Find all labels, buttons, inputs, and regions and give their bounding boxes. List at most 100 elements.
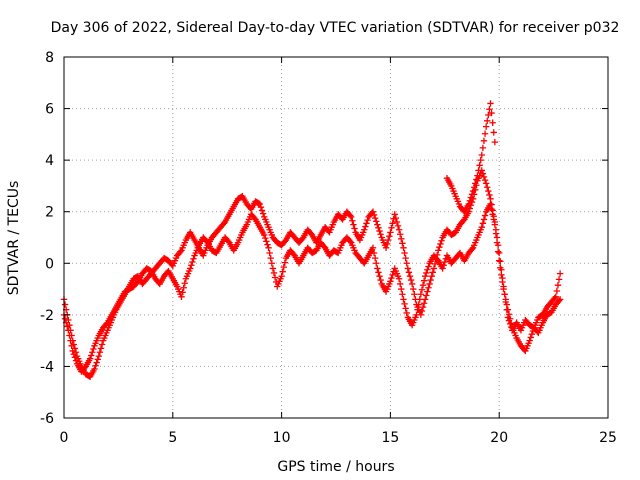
data-point bbox=[418, 307, 426, 315]
data-point bbox=[370, 211, 378, 219]
data-point bbox=[472, 180, 479, 187]
data-point bbox=[350, 221, 357, 228]
data-point bbox=[258, 207, 266, 214]
data-point bbox=[554, 282, 562, 289]
data-point bbox=[460, 217, 467, 224]
data-point bbox=[98, 341, 106, 348]
data-point bbox=[500, 285, 507, 293]
data-point bbox=[399, 291, 406, 298]
data-point bbox=[96, 349, 104, 356]
data-point bbox=[427, 276, 434, 284]
data-point bbox=[90, 345, 97, 353]
y-tick-label: 0 bbox=[45, 256, 54, 272]
data-point bbox=[389, 220, 396, 227]
data-point bbox=[478, 223, 485, 231]
data-point bbox=[488, 205, 495, 213]
data-point bbox=[436, 243, 443, 251]
data-point bbox=[506, 315, 514, 322]
y-tick-label: -4 bbox=[40, 359, 54, 375]
data-point bbox=[473, 176, 480, 183]
data-point bbox=[438, 237, 445, 244]
data-point bbox=[72, 357, 80, 364]
data-point bbox=[405, 269, 413, 276]
data-point bbox=[556, 296, 564, 303]
data-point bbox=[552, 293, 559, 301]
data-point bbox=[69, 347, 76, 355]
data-point bbox=[177, 248, 184, 255]
data-point bbox=[487, 200, 494, 208]
data-point bbox=[410, 285, 417, 293]
data-point bbox=[388, 274, 395, 282]
data-point bbox=[259, 210, 267, 217]
data-point bbox=[392, 214, 400, 222]
data-point bbox=[556, 270, 564, 277]
data-point bbox=[369, 244, 377, 252]
data-point bbox=[403, 260, 410, 267]
data-point bbox=[371, 254, 379, 262]
data-point bbox=[406, 272, 414, 280]
data-point bbox=[468, 245, 476, 253]
data-point bbox=[376, 272, 383, 280]
data-point bbox=[497, 264, 504, 271]
x-tick-label: 5 bbox=[168, 430, 177, 446]
data-point bbox=[469, 187, 477, 195]
data-point bbox=[437, 240, 444, 248]
data-point bbox=[476, 162, 483, 169]
data-point bbox=[431, 260, 439, 268]
data-point bbox=[180, 284, 187, 291]
data-point bbox=[403, 309, 410, 317]
data-point bbox=[440, 262, 447, 269]
data-point bbox=[486, 106, 493, 113]
data-point bbox=[371, 214, 379, 222]
data-point bbox=[267, 254, 274, 262]
y-tick-label: -6 bbox=[40, 411, 54, 427]
data-point bbox=[377, 276, 384, 284]
data-point bbox=[404, 265, 412, 272]
data-point bbox=[527, 334, 534, 341]
y-tick-label: -2 bbox=[40, 308, 54, 324]
data-point bbox=[505, 311, 513, 318]
data-point bbox=[484, 117, 491, 125]
data-point bbox=[348, 213, 355, 221]
data-point bbox=[362, 223, 369, 230]
data-point bbox=[281, 259, 289, 266]
data-point bbox=[439, 265, 446, 272]
data-point bbox=[400, 244, 407, 252]
axis-ticks: 0 5 10 15 20 25 -6 -4 -2 0 2 4 6 8 bbox=[40, 50, 617, 446]
data-point bbox=[382, 244, 390, 252]
data-point bbox=[420, 277, 428, 284]
data-point bbox=[181, 280, 188, 287]
data-point bbox=[425, 263, 432, 270]
data-point bbox=[426, 280, 433, 288]
data-point bbox=[376, 227, 383, 235]
data-point bbox=[374, 265, 381, 272]
data-point bbox=[553, 287, 561, 295]
data-point bbox=[262, 234, 269, 242]
data-point bbox=[251, 214, 258, 222]
data-point bbox=[389, 271, 396, 279]
data-point bbox=[385, 236, 392, 244]
data-point bbox=[290, 251, 297, 258]
data-point bbox=[485, 187, 492, 195]
data-point bbox=[280, 263, 287, 271]
data-point bbox=[491, 221, 499, 228]
data-point bbox=[363, 220, 370, 227]
data-point bbox=[257, 204, 265, 211]
data-point bbox=[190, 255, 197, 262]
data-point bbox=[279, 268, 286, 275]
data-point bbox=[88, 352, 95, 359]
data-point bbox=[66, 332, 73, 339]
data-point bbox=[188, 262, 195, 269]
grid-lines bbox=[64, 57, 608, 418]
data-point bbox=[430, 265, 438, 272]
data-point bbox=[418, 286, 426, 293]
data-point bbox=[474, 172, 481, 179]
data-point bbox=[256, 200, 264, 208]
data-point bbox=[364, 216, 371, 224]
data-point bbox=[64, 323, 71, 330]
data-point bbox=[478, 151, 485, 159]
data-point bbox=[307, 230, 315, 237]
data-point bbox=[402, 254, 409, 262]
data-point bbox=[320, 243, 328, 250]
data-point bbox=[401, 249, 408, 257]
